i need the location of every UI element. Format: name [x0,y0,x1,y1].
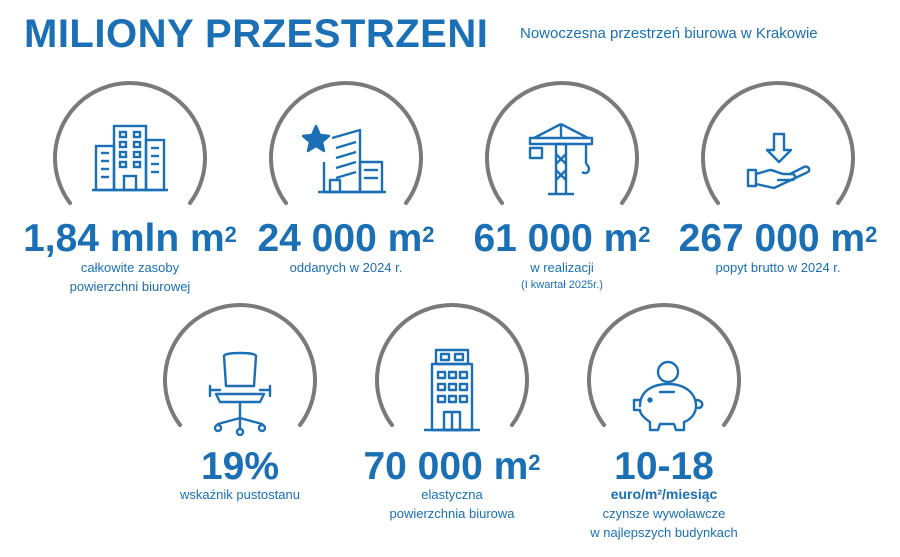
stat-value: 267 000 m2 [678,217,878,260]
stat-value: 19% [200,445,280,488]
new-building-star-icon [302,124,386,194]
stat-total-stock: 1,84 mln m2 całkowite zasoby powierzchni … [20,80,240,294]
piggy-bank-icon [632,360,704,432]
arc-decoration [163,303,317,427]
stat-flex-space: 70 000 m2 elastyczna powierzchnia biurowa [342,302,562,521]
page-subtitle: Nowoczesna przestrzeń biurowa w Krakowie [520,25,818,42]
stat-gross-demand: 267 000 m2 popyt brutto w 2024 r. [668,80,888,280]
hand-demand-arrow-icon [746,132,811,190]
arc-decoration [269,81,423,205]
stat-asking-rents: 10-18 euro/m²/miesiąc czynsze wywoławcze… [554,302,774,540]
stat-vacancy-rate: 19% wskaźnik pustostanu [130,302,350,502]
stat-value: 70 000 m2 [363,445,541,488]
stat-label: euro/m²/miesiąc czynsze wywoławcze w najl… [590,486,738,540]
stat-label: w realizacji (I kwartał 2025r.) [521,260,603,291]
page-title: MILIONY PRZESTRZENI [24,12,489,56]
stat-value: 10-18 [614,445,714,488]
stat-label: całkowite zasoby powierzchni biurowej [69,260,191,294]
stat-under-construction: 61 000 m2 w realizacji (I kwartał 2025r.) [452,80,672,291]
stat-value: 61 000 m2 [473,217,651,260]
stat-label: wskaźnik pustostanu [180,487,300,502]
office-buildings-icon [92,124,168,192]
stat-value: 24 000 m2 [257,217,435,260]
arc-decoration [485,81,639,205]
arc-decoration [53,81,207,205]
stat-label: popyt brutto w 2024 r. [715,260,841,275]
office-tower-icon [424,348,480,432]
stat-value: 1,84 mln m2 [23,217,237,260]
construction-crane-icon [528,122,594,196]
arc-decoration [587,303,741,427]
office-chair-icon [208,351,272,436]
stat-completed-2024: 24 000 m2 oddanych w 2024 r. [236,80,456,280]
arc-decoration [375,303,529,427]
stat-label: elastyczna powierzchnia biurowa [389,487,515,521]
arc-decoration [701,81,855,205]
stat-label: oddanych w 2024 r. [289,260,403,275]
